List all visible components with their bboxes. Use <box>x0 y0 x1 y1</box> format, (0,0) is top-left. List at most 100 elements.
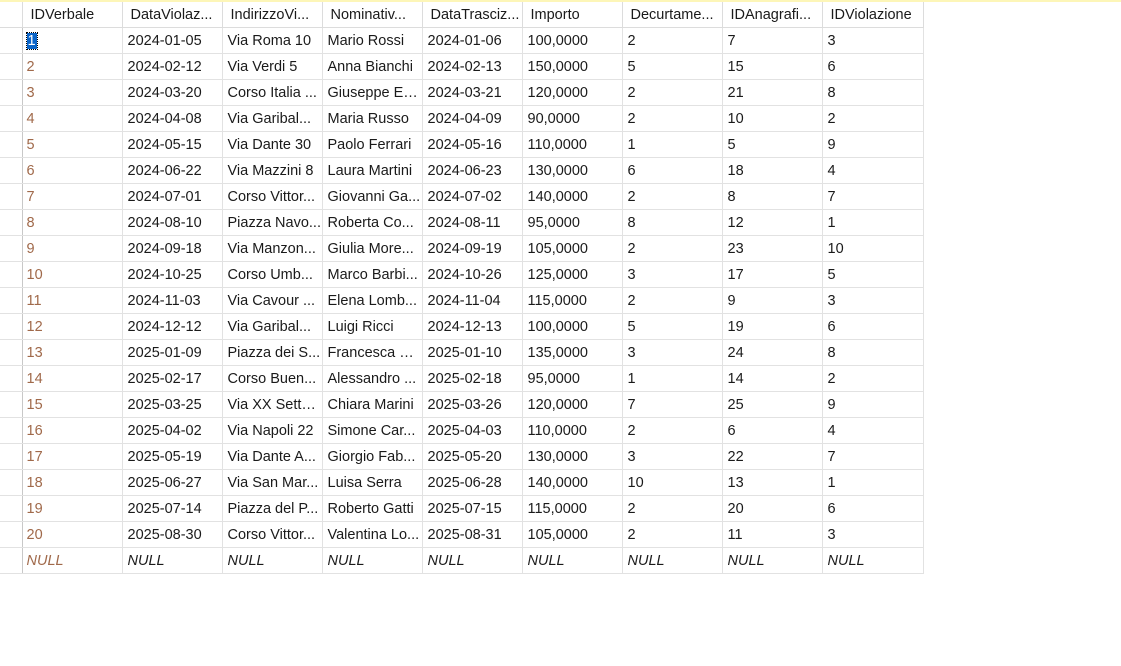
table-cell[interactable]: 2024-09-18 <box>122 235 223 262</box>
table-cell[interactable]: Piazza Navo... <box>222 209 323 236</box>
table-cell[interactable]: NULL <box>122 547 223 574</box>
row-selector[interactable] <box>0 79 23 106</box>
table-cell[interactable]: 21 <box>722 79 823 106</box>
table-cell[interactable]: 13 <box>22 339 123 366</box>
table-cell[interactable]: Francesca G... <box>322 339 423 366</box>
table-cell[interactable]: 5 <box>822 261 924 288</box>
table-cell[interactable]: 2024-09-19 <box>422 235 523 262</box>
table-cell[interactable]: 2024-01-06 <box>422 27 523 54</box>
table-cell[interactable]: 4 <box>822 417 924 444</box>
table-row[interactable]: 14 2025-02-17 Corso Buen... Alessandro ... 2… <box>0 365 924 392</box>
table-cell[interactable]: 17 <box>22 443 123 470</box>
table-cell[interactable]: Via Cavour ... <box>222 287 323 314</box>
table-cell[interactable]: 2024-07-01 <box>122 183 223 210</box>
table-cell[interactable]: NULL <box>622 547 723 574</box>
table-cell[interactable]: Via Napoli 22 <box>222 417 323 444</box>
table-cell[interactable]: Mario Rossi <box>322 27 423 54</box>
table-cell[interactable]: NULL <box>22 547 123 574</box>
table-cell[interactable]: 2024-10-25 <box>122 261 223 288</box>
table-cell[interactable]: 10 <box>22 261 123 288</box>
row-selector[interactable] <box>0 235 23 262</box>
select-all-corner[interactable] <box>0 2 23 28</box>
table-cell[interactable]: 4 <box>822 157 924 184</box>
table-cell[interactable]: Luigi Ricci <box>322 313 423 340</box>
row-selector[interactable] <box>0 547 23 574</box>
table-row[interactable]: 2 2024-02-12 Via Verdi 5 Anna Bianchi 2024-0… <box>0 53 924 80</box>
table-cell[interactable]: NULL <box>822 547 924 574</box>
table-cell[interactable]: 2 <box>622 105 723 132</box>
table-cell[interactable]: 2024-03-21 <box>422 79 523 106</box>
table-cell[interactable]: Valentina Lo... <box>322 521 423 548</box>
table-cell[interactable]: 9 <box>822 131 924 158</box>
table-row[interactable]: 8 2024-08-10 Piazza Navo... Roberta Co... 20… <box>0 209 924 236</box>
table-row[interactable]: 9 2024-09-18 Via Manzon... Giulia More... 20… <box>0 235 924 262</box>
table-cell[interactable]: 100,0000 <box>522 313 623 340</box>
table-cell[interactable]: 3 <box>22 79 123 106</box>
table-cell[interactable]: 7 <box>722 27 823 54</box>
table-cell[interactable]: Corso Umb... <box>222 261 323 288</box>
table-cell[interactable]: 2025-01-09 <box>122 339 223 366</box>
column-header[interactable]: DataViolaz... <box>122 2 223 28</box>
table-cell[interactable]: Roberta Co... <box>322 209 423 236</box>
table-cell[interactable]: 20 <box>22 521 123 548</box>
table-cell[interactable]: Giorgio Fab... <box>322 443 423 470</box>
table-cell[interactable]: 2024-12-12 <box>122 313 223 340</box>
table-cell[interactable]: 3 <box>822 287 924 314</box>
table-cell[interactable]: 11 <box>22 287 123 314</box>
table-cell[interactable]: 2025-07-15 <box>422 495 523 522</box>
table-cell[interactable]: Corso Vittor... <box>222 521 323 548</box>
table-cell[interactable]: 2025-02-17 <box>122 365 223 392</box>
table-cell[interactable]: Via Garibal... <box>222 105 323 132</box>
table-cell[interactable]: 3 <box>622 261 723 288</box>
table-cell[interactable]: 10 <box>822 235 924 262</box>
table-cell[interactable]: 3 <box>822 521 924 548</box>
column-header[interactable]: IDViolazione <box>822 2 924 28</box>
table-cell[interactable]: Roberto Gatti <box>322 495 423 522</box>
table-cell[interactable]: Maria Russo <box>322 105 423 132</box>
table-cell[interactable]: Piazza del P... <box>222 495 323 522</box>
table-cell[interactable]: Chiara Marini <box>322 391 423 418</box>
table-cell[interactable]: 100,0000 <box>522 27 623 54</box>
table-cell[interactable]: 15 <box>22 391 123 418</box>
column-header[interactable]: IDAnagrafi... <box>722 2 823 28</box>
table-cell[interactable]: 2 <box>622 417 723 444</box>
table-cell[interactable]: 13 <box>722 469 823 496</box>
table-cell[interactable]: 6 <box>22 157 123 184</box>
table-cell[interactable]: 5 <box>22 131 123 158</box>
table-cell[interactable]: 2024-11-03 <box>122 287 223 314</box>
table-cell[interactable]: 22 <box>722 443 823 470</box>
table-cell[interactable]: 95,0000 <box>522 365 623 392</box>
table-row[interactable]: 6 2024-06-22 Via Mazzini 8 Laura Martini 202… <box>0 157 924 184</box>
table-cell[interactable]: 2024-04-09 <box>422 105 523 132</box>
table-cell[interactable]: 2025-06-28 <box>422 469 523 496</box>
table-cell[interactable]: 130,0000 <box>522 157 623 184</box>
table-cell[interactable]: 6 <box>822 313 924 340</box>
table-cell[interactable]: 1 <box>622 365 723 392</box>
table-cell[interactable]: 20 <box>722 495 823 522</box>
table-cell[interactable]: 2024-02-12 <box>122 53 223 80</box>
table-cell[interactable]: 105,0000 <box>522 235 623 262</box>
table-cell[interactable]: 2 <box>22 53 123 80</box>
table-cell[interactable]: Marco Barbi... <box>322 261 423 288</box>
table-cell[interactable]: NULL <box>522 547 623 574</box>
table-cell[interactable]: 9 <box>822 391 924 418</box>
table-cell[interactable]: 2024-07-02 <box>422 183 523 210</box>
table-cell[interactable]: 11 <box>722 521 823 548</box>
table-cell[interactable]: 14 <box>22 365 123 392</box>
table-cell[interactable]: 7 <box>22 183 123 210</box>
table-cell[interactable]: 2024-05-15 <box>122 131 223 158</box>
table-cell[interactable]: Via San Mar... <box>222 469 323 496</box>
table-cell[interactable]: Giuseppe Es... <box>322 79 423 106</box>
table-cell[interactable]: 8 <box>822 79 924 106</box>
table-cell[interactable]: 18 <box>722 157 823 184</box>
row-selector[interactable] <box>0 105 23 132</box>
table-row[interactable]: 20 2025-08-30 Corso Vittor... Valentina Lo.… <box>0 521 924 548</box>
row-selector[interactable] <box>0 469 23 496</box>
table-cell[interactable]: 7 <box>622 391 723 418</box>
table-row[interactable]: 5 2024-05-15 Via Dante 30 Paolo Ferrari 2024… <box>0 131 924 158</box>
table-cell[interactable]: 1 <box>22 27 123 54</box>
table-cell[interactable]: 95,0000 <box>522 209 623 236</box>
table-cell[interactable]: 2024-11-04 <box>422 287 523 314</box>
table-cell[interactable]: 10 <box>622 469 723 496</box>
table-row[interactable]: 7 2024-07-01 Corso Vittor... Giovanni Ga...… <box>0 183 924 210</box>
